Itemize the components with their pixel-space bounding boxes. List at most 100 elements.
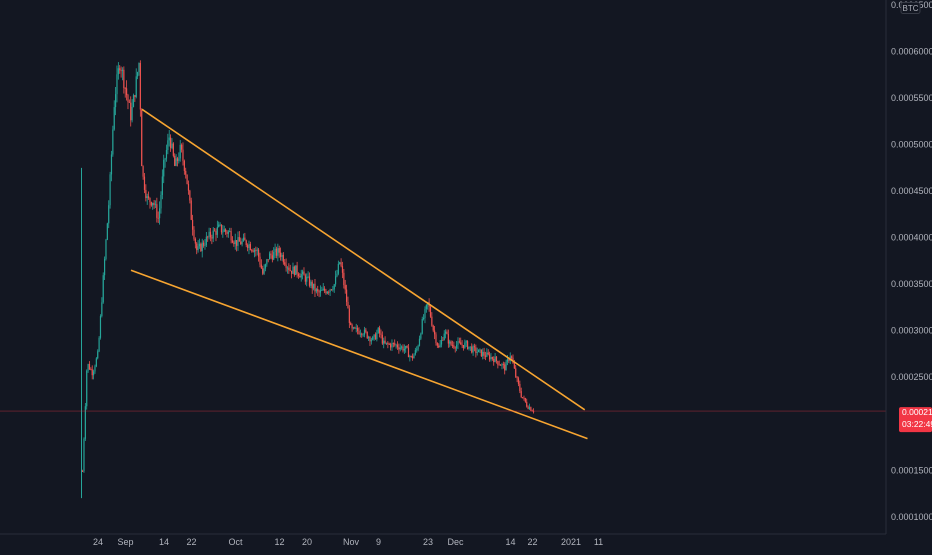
candle-body [105,239,107,259]
candle-body [121,69,124,71]
candle-body [443,333,445,341]
candle-body [263,268,265,274]
x-tick-label: 2021 [561,537,581,547]
candle-body [289,270,291,271]
candle-body [491,357,493,359]
candle-body [398,347,400,350]
candle-body [183,160,185,171]
candle-body [399,347,401,350]
candle-body [414,350,416,355]
candle-body [209,231,212,238]
candle-body [403,348,405,351]
candle-body [446,331,448,335]
candle-body [469,346,471,348]
candle-body [249,244,251,250]
candle-body [505,361,507,371]
candle-body [418,338,421,346]
candle-body [465,341,467,343]
x-axis-labels: 24 Sep 14 22 Oct 12 20 Nov 9 23 Dec 14 22 2021 11 [93,537,603,547]
candle-body [511,356,513,358]
candle-body [168,137,170,141]
candle-body [293,266,295,275]
candle-body [489,354,491,360]
candle-body [240,241,242,245]
candle-body [361,333,363,335]
candle-body [220,224,223,233]
candle-body [266,259,268,265]
candle-body [234,240,236,244]
candle-body [453,345,455,348]
candle-body [337,263,339,274]
candle-body [306,276,308,282]
candle-body [280,252,282,257]
candle-body [350,322,352,325]
candle-body [200,243,202,252]
candle-body [484,355,487,357]
candle-body [281,254,283,257]
candle-body [417,345,419,350]
candle-body [160,194,162,209]
candle-body [91,369,93,376]
candle-body [99,316,102,338]
candles-layer [81,60,535,499]
candle-body [432,325,434,331]
candle-body [300,274,302,278]
candle-body [161,176,163,195]
x-tick-label: 22 [527,537,537,547]
candle-body [456,344,458,349]
candle-body [218,224,220,228]
candle-body [407,347,410,358]
candle-body [506,359,509,362]
candle-body [145,189,147,199]
x-tick-label: 12 [274,537,284,547]
x-tick-label: Dec [447,537,464,547]
candle-body [346,289,348,302]
candle-body [116,74,118,95]
candle-body [222,231,224,233]
candle-body [132,95,135,108]
candle-body [185,170,187,175]
candle-body [363,329,366,335]
candle-body [163,159,165,177]
candle-body [149,197,151,203]
candle-body [458,341,460,343]
candle-body [148,196,150,198]
candle-body [436,342,438,346]
candle-body [303,271,305,276]
candle-body [365,329,367,332]
candle-body [391,343,393,348]
candle-body [230,231,232,241]
candle-body [101,302,103,317]
candle-body [198,243,201,247]
x-tick-label: 9 [376,537,381,547]
candle-body [420,333,422,339]
candle-body [229,231,231,232]
candle-body [152,202,154,206]
candle-body [449,341,451,344]
candle-body [275,248,278,256]
candle-body [178,158,180,161]
candle-body [291,270,293,274]
last-price-badge: 0.00021364 03:22:49 [899,407,932,433]
candle-body [208,231,210,238]
candle-body [486,352,488,357]
candle-body [154,204,157,205]
x-tick-label: 24 [93,537,103,547]
candle-body [255,250,257,251]
candle-body [498,364,500,366]
candle-body [84,406,86,439]
x-tick-label: 23 [423,537,433,547]
candle-body [424,308,426,318]
candle-body [405,345,407,349]
candle-body [216,227,218,235]
candle-body [284,262,286,265]
candle-body [406,345,408,348]
candle-body [328,291,330,293]
candle-body [352,327,355,329]
candle-body [174,155,176,166]
candle-body [164,158,166,160]
candle-body [302,271,304,275]
candle-body [519,383,521,392]
candle-body [94,366,96,372]
